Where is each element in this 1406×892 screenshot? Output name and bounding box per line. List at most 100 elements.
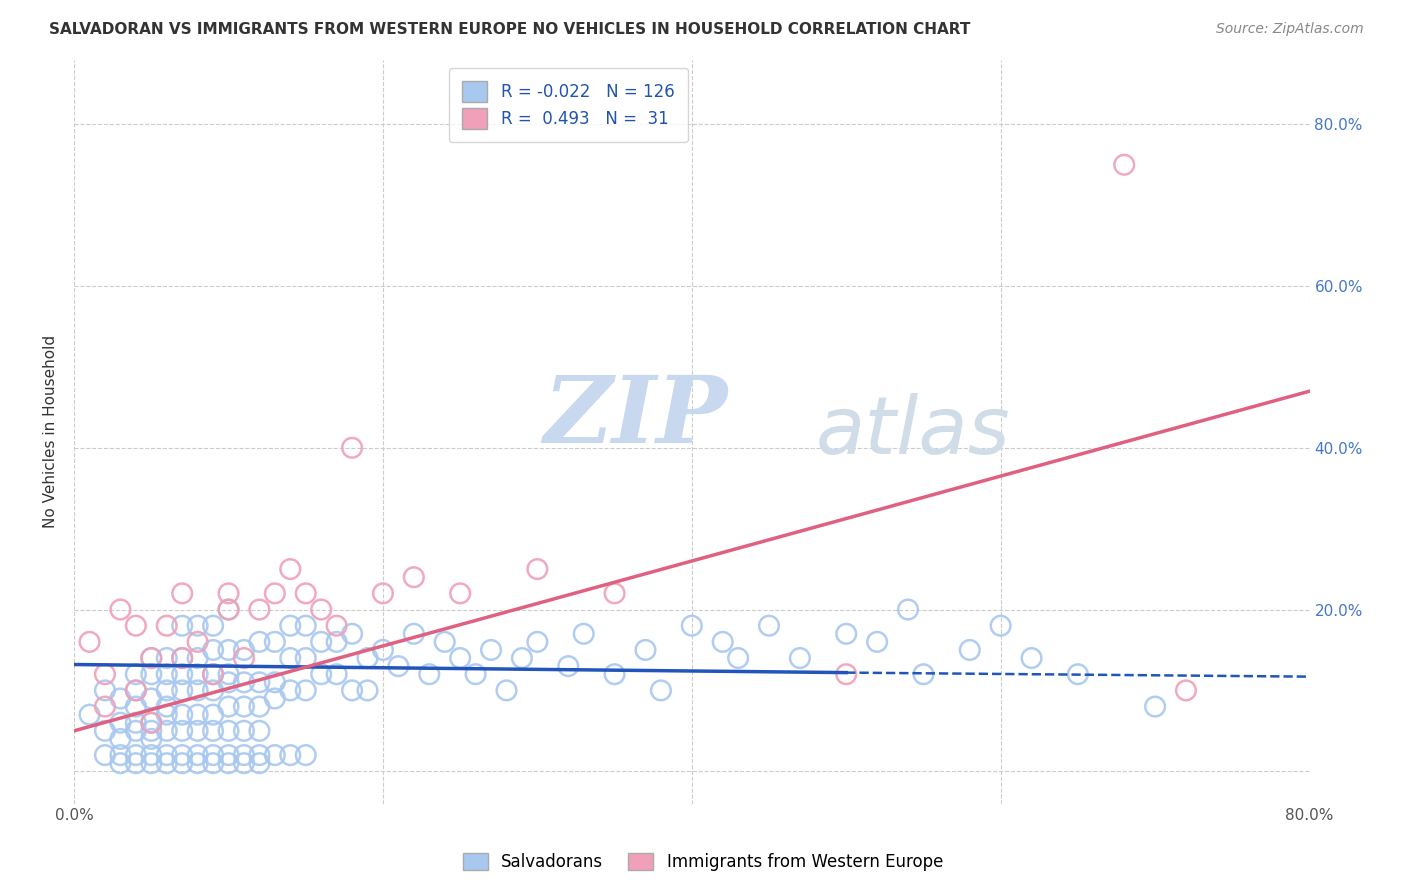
Point	[325, 618, 347, 632]
Point	[110, 715, 132, 730]
Point	[172, 756, 194, 771]
Point	[141, 756, 163, 771]
Point	[402, 627, 425, 641]
Point	[156, 756, 179, 771]
Point	[125, 699, 148, 714]
Point	[156, 667, 179, 681]
Point	[172, 683, 194, 698]
Point	[866, 635, 889, 649]
Point	[94, 748, 117, 763]
Point	[156, 683, 179, 698]
Point	[218, 756, 240, 771]
Point	[233, 756, 256, 771]
Point	[325, 635, 347, 649]
Point	[218, 699, 240, 714]
Point	[572, 627, 595, 641]
Point	[125, 667, 148, 681]
Point	[94, 683, 117, 698]
Point	[247, 723, 270, 738]
Point	[495, 683, 517, 698]
Point	[125, 756, 148, 771]
Point	[94, 667, 117, 681]
Point	[681, 618, 703, 632]
Point	[172, 748, 194, 763]
Point	[125, 618, 148, 632]
Point	[202, 683, 225, 698]
Point	[202, 723, 225, 738]
Point	[789, 651, 811, 665]
Point	[187, 667, 209, 681]
Point	[912, 667, 935, 681]
Point	[418, 667, 440, 681]
Point	[727, 651, 749, 665]
Point	[247, 748, 270, 763]
Point	[294, 748, 316, 763]
Point	[897, 602, 920, 616]
Point	[526, 562, 548, 576]
Point	[278, 618, 301, 632]
Text: ZIP: ZIP	[544, 372, 728, 462]
Text: SALVADORAN VS IMMIGRANTS FROM WESTERN EUROPE NO VEHICLES IN HOUSEHOLD CORRELATIO: SALVADORAN VS IMMIGRANTS FROM WESTERN EU…	[49, 22, 970, 37]
Point	[202, 667, 225, 681]
Point	[156, 748, 179, 763]
Point	[233, 643, 256, 657]
Point	[278, 683, 301, 698]
Point	[263, 675, 285, 690]
Point	[94, 699, 117, 714]
Point	[218, 675, 240, 690]
Point	[172, 651, 194, 665]
Point	[464, 667, 486, 681]
Point	[141, 715, 163, 730]
Point	[371, 586, 394, 600]
Point	[650, 683, 672, 698]
Point	[125, 723, 148, 738]
Point	[340, 627, 363, 641]
Point	[156, 723, 179, 738]
Point	[218, 602, 240, 616]
Point	[356, 683, 378, 698]
Point	[187, 748, 209, 763]
Point	[141, 651, 163, 665]
Point	[835, 627, 858, 641]
Point	[172, 667, 194, 681]
Point	[172, 651, 194, 665]
Point	[340, 441, 363, 455]
Point	[218, 723, 240, 738]
Point	[263, 691, 285, 706]
Point	[247, 602, 270, 616]
Point	[526, 635, 548, 649]
Point	[278, 748, 301, 763]
Point	[187, 707, 209, 722]
Point	[125, 683, 148, 698]
Point	[202, 618, 225, 632]
Point	[218, 586, 240, 600]
Point	[218, 602, 240, 616]
Point	[247, 756, 270, 771]
Point	[125, 715, 148, 730]
Point	[1114, 158, 1136, 172]
Point	[110, 731, 132, 746]
Point	[202, 748, 225, 763]
Point	[294, 618, 316, 632]
Point	[278, 651, 301, 665]
Point	[449, 586, 471, 600]
Point	[263, 586, 285, 600]
Point	[110, 691, 132, 706]
Text: atlas: atlas	[815, 392, 1010, 471]
Point	[202, 707, 225, 722]
Point	[187, 723, 209, 738]
Point	[247, 699, 270, 714]
Point	[356, 651, 378, 665]
Point	[233, 651, 256, 665]
Point	[990, 618, 1012, 632]
Point	[1021, 651, 1043, 665]
Point	[187, 635, 209, 649]
Point	[309, 635, 332, 649]
Point	[94, 723, 117, 738]
Point	[233, 723, 256, 738]
Point	[141, 651, 163, 665]
Point	[325, 667, 347, 681]
Point	[387, 659, 409, 673]
Point	[187, 683, 209, 698]
Point	[172, 586, 194, 600]
